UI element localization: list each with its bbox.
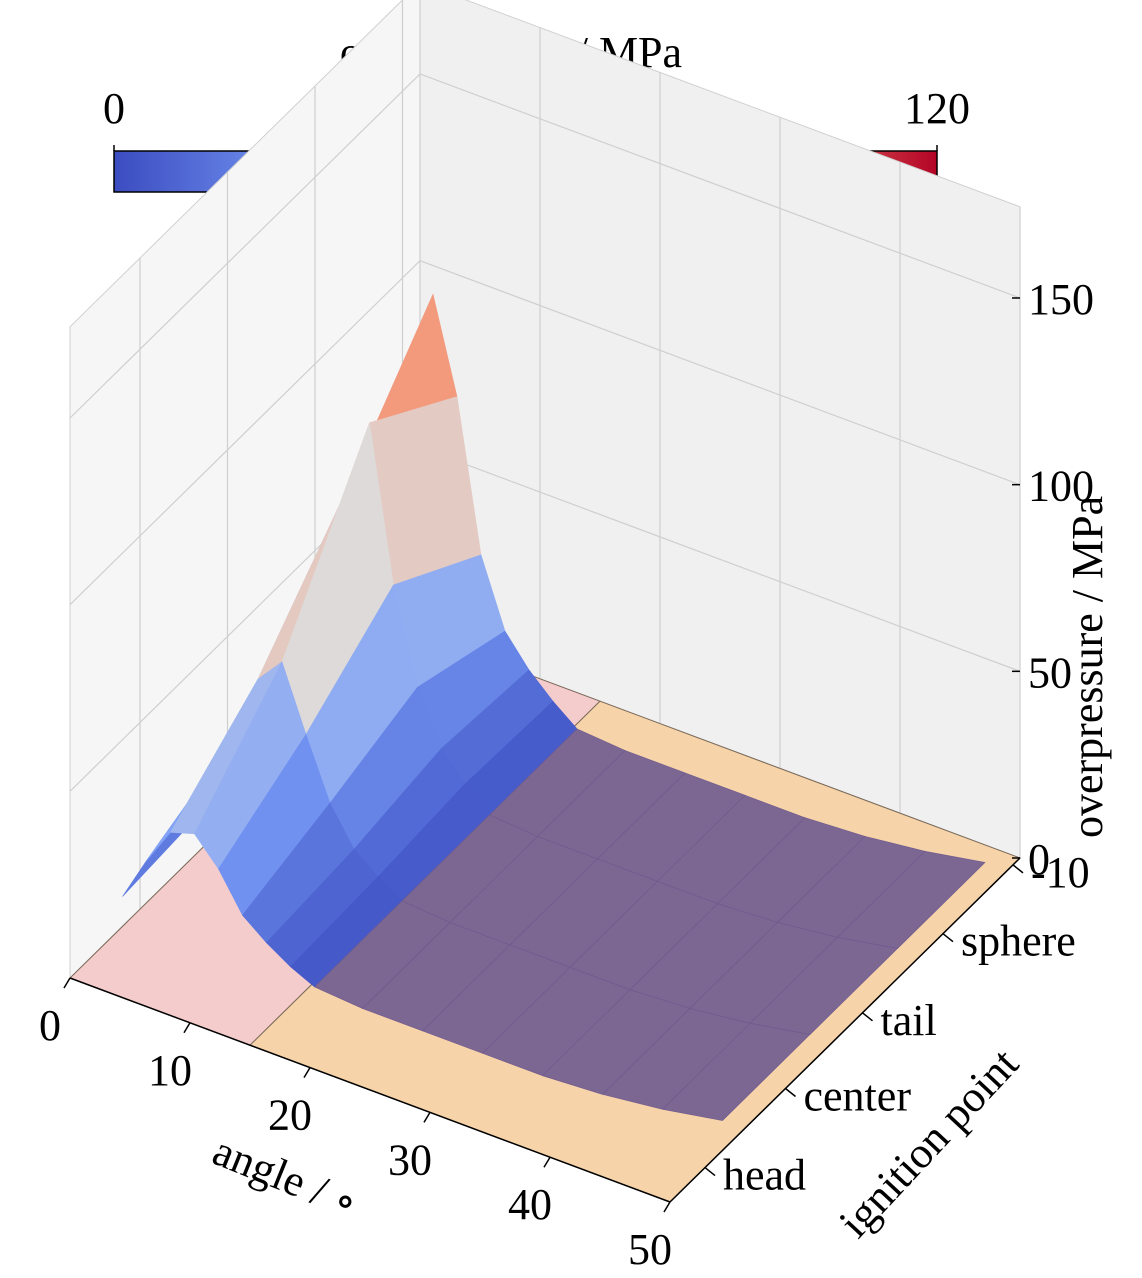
grid-line bbox=[69, 260, 1021, 606]
grid-line bbox=[69, 73, 1021, 419]
surface-patch bbox=[661, 1022, 811, 1121]
x-axis-label: angle / ∘ bbox=[206, 1126, 364, 1228]
x-tick bbox=[183, 1022, 191, 1034]
x-tick-label: 20 bbox=[268, 1091, 312, 1140]
x-tick-label: 10 bbox=[148, 1046, 192, 1095]
axis-ticks: 0 10 20 30 40 50 -10 sphere tail center head 0 50 100… bbox=[39, 275, 1094, 1274]
x-tick-label: 30 bbox=[388, 1135, 432, 1184]
z-tick-label: 0 bbox=[1028, 835, 1050, 884]
colorbar-tick-label: 0 bbox=[103, 84, 125, 133]
y-tick-label: center bbox=[804, 1071, 912, 1120]
x-tick bbox=[63, 977, 71, 989]
colorbar-tick-label: 120 bbox=[904, 84, 970, 133]
x-tick bbox=[303, 1067, 311, 1078]
y-tick-label: tail bbox=[881, 996, 937, 1045]
y-tick-label: -10 bbox=[1031, 848, 1090, 897]
x-tick-label: 50 bbox=[628, 1225, 672, 1274]
x-tick bbox=[423, 1112, 431, 1123]
x-tick bbox=[663, 1201, 671, 1213]
z-axis-label: overpressure / MPa bbox=[1063, 496, 1112, 838]
y-tick-label: sphere bbox=[961, 917, 1076, 966]
surface bbox=[122, 293, 986, 1121]
x-tick bbox=[543, 1156, 551, 1168]
y-tick-label: head bbox=[723, 1151, 806, 1200]
y-axis-label: ignition point bbox=[829, 1039, 1027, 1247]
y-tick bbox=[942, 933, 954, 943]
y-tick bbox=[785, 1087, 796, 1098]
x-tick-label: 0 bbox=[39, 1001, 61, 1050]
z-tick-label: 50 bbox=[1028, 648, 1072, 697]
x-tick-label: 40 bbox=[508, 1180, 552, 1229]
y-tick bbox=[862, 1012, 873, 1022]
y-axis-line bbox=[669, 857, 1021, 1203]
y-tick bbox=[1012, 864, 1024, 874]
y-tick bbox=[704, 1167, 716, 1177]
x-axis-line bbox=[69, 977, 671, 1203]
z-tick-label: 100 bbox=[1028, 462, 1094, 511]
z-tick-label: 150 bbox=[1028, 275, 1094, 324]
